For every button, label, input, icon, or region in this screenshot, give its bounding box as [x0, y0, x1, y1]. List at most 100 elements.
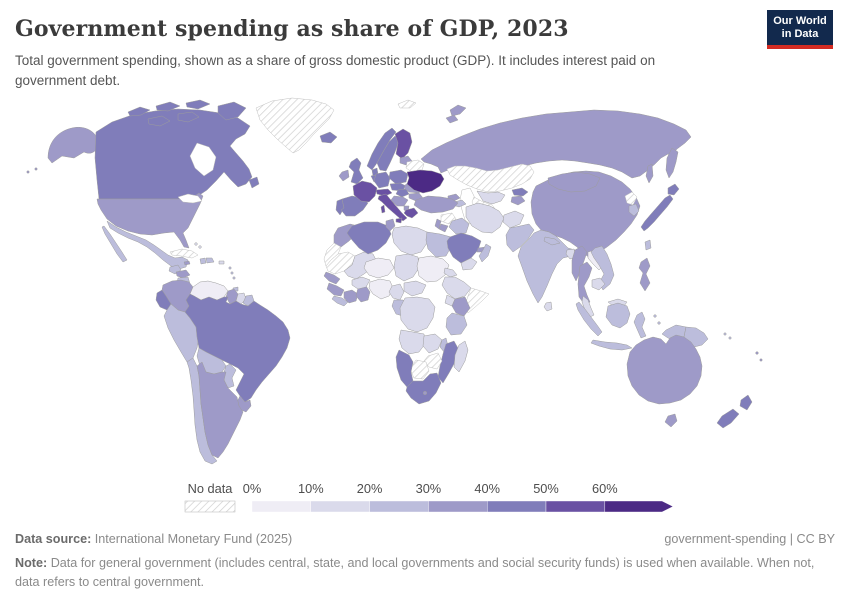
- legend-bin-swatch[interactable]: [545, 500, 605, 513]
- country-shape[interactable]: [338, 169, 350, 182]
- country-shape[interactable]: [248, 176, 260, 189]
- owid-logo[interactable]: Our World in Data: [767, 10, 833, 50]
- country-shape[interactable]: [510, 195, 526, 206]
- country-shape[interactable]: [446, 232, 482, 264]
- country-shape[interactable]: [406, 169, 445, 194]
- country-shape[interactable]: [395, 349, 414, 388]
- country-shape[interactable]: [577, 261, 593, 306]
- country-shape[interactable]: [377, 193, 408, 222]
- country-shape[interactable]: [363, 257, 395, 279]
- country-shape[interactable]: [464, 287, 490, 314]
- country-shape[interactable]: [391, 225, 428, 256]
- country-shape[interactable]: [352, 180, 378, 203]
- country-shape[interactable]: [530, 170, 641, 259]
- country-shape[interactable]: [399, 296, 436, 333]
- country-shape[interactable]: [205, 257, 215, 264]
- country-shape[interactable]: [232, 276, 236, 280]
- country-shape[interactable]: [368, 278, 394, 300]
- country-shape[interactable]: [448, 217, 470, 235]
- country-shape[interactable]: [445, 114, 459, 124]
- country-shape[interactable]: [403, 207, 419, 219]
- country-shape[interactable]: [543, 301, 553, 312]
- country-shape[interactable]: [657, 321, 661, 325]
- country-shape[interactable]: [590, 245, 615, 291]
- country-shape[interactable]: [728, 336, 732, 340]
- country-shape[interactable]: [723, 332, 727, 336]
- country-shape[interactable]: [547, 171, 601, 193]
- country-shape[interactable]: [183, 260, 191, 266]
- country-shape[interactable]: [422, 390, 428, 396]
- country-shape[interactable]: [169, 248, 199, 259]
- country-shape[interactable]: [438, 223, 449, 233]
- legend-bin-swatch[interactable]: [428, 500, 488, 513]
- country-shape[interactable]: [101, 225, 128, 263]
- country-shape[interactable]: [759, 358, 763, 362]
- country-shape[interactable]: [423, 352, 443, 370]
- country-shape[interactable]: [443, 267, 458, 278]
- legend-bin-swatch[interactable]: [251, 500, 311, 513]
- country-shape[interactable]: [395, 217, 403, 224]
- country-shape[interactable]: [441, 276, 472, 300]
- country-shape[interactable]: [199, 257, 207, 265]
- country-shape[interactable]: [26, 170, 30, 174]
- country-shape[interactable]: [198, 245, 202, 249]
- country-shape[interactable]: [34, 167, 38, 171]
- legend-bin-swatch-open-ended[interactable]: [604, 500, 674, 513]
- country-shape[interactable]: [175, 269, 191, 279]
- country-shape[interactable]: [323, 271, 341, 285]
- country-shape[interactable]: [348, 157, 364, 185]
- country-shape[interactable]: [460, 257, 478, 271]
- country-shape[interactable]: [633, 311, 647, 339]
- country-shape[interactable]: [326, 282, 345, 297]
- country-shape[interactable]: [453, 340, 469, 373]
- country-shape[interactable]: [478, 243, 492, 263]
- country-shape[interactable]: [645, 163, 654, 184]
- country-shape[interactable]: [465, 202, 505, 234]
- country-shape[interactable]: [366, 127, 397, 171]
- legend-bin-swatch[interactable]: [487, 500, 547, 513]
- country-shape[interactable]: [640, 194, 674, 232]
- country-shape[interactable]: [395, 188, 410, 198]
- country-shape[interactable]: [228, 266, 232, 270]
- country-shape[interactable]: [575, 301, 603, 337]
- legend-no-data-swatch[interactable]: [184, 500, 236, 513]
- country-shape[interactable]: [94, 108, 253, 200]
- country-shape[interactable]: [376, 135, 400, 172]
- country-shape[interactable]: [403, 280, 427, 297]
- country-shape[interactable]: [446, 163, 535, 193]
- country-shape[interactable]: [394, 128, 413, 160]
- country-shape[interactable]: [155, 101, 181, 112]
- country-shape[interactable]: [628, 203, 640, 217]
- country-shape[interactable]: [644, 239, 652, 251]
- country-shape[interactable]: [653, 314, 657, 318]
- country-shape[interactable]: [127, 106, 151, 117]
- country-shape[interactable]: [385, 218, 396, 232]
- country-shape[interactable]: [543, 236, 561, 246]
- country-shape[interactable]: [511, 187, 529, 197]
- country-shape[interactable]: [664, 413, 678, 428]
- country-shape[interactable]: [177, 111, 200, 123]
- country-shape[interactable]: [255, 97, 335, 154]
- country-shape[interactable]: [667, 183, 680, 196]
- country-shape[interactable]: [389, 182, 407, 192]
- country-shape[interactable]: [351, 276, 371, 290]
- country-shape[interactable]: [755, 351, 759, 355]
- country-shape[interactable]: [638, 257, 651, 292]
- country-shape[interactable]: [331, 295, 349, 307]
- country-shape[interactable]: [476, 190, 506, 205]
- country-shape[interactable]: [739, 394, 753, 411]
- country-shape[interactable]: [716, 408, 740, 429]
- country-shape[interactable]: [422, 333, 443, 354]
- country-shape[interactable]: [505, 223, 535, 253]
- country-shape[interactable]: [405, 372, 442, 405]
- country-shape[interactable]: [397, 99, 417, 109]
- country-shape[interactable]: [185, 99, 211, 110]
- country-shape[interactable]: [605, 302, 631, 329]
- country-shape[interactable]: [416, 255, 450, 283]
- country-shape[interactable]: [590, 339, 633, 351]
- country-shape[interactable]: [581, 295, 595, 318]
- country-shape[interactable]: [626, 334, 703, 405]
- legend-bin-swatch[interactable]: [310, 500, 370, 513]
- country-shape[interactable]: [346, 221, 392, 255]
- country-shape[interactable]: [155, 289, 172, 311]
